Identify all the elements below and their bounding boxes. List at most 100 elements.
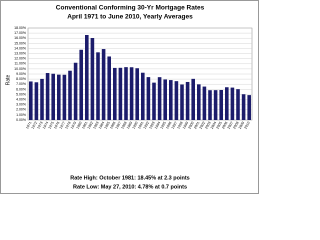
x-tick-label: 1989 bbox=[126, 121, 133, 130]
x-tick-label: 1993 bbox=[148, 121, 155, 130]
bar bbox=[34, 82, 39, 120]
x-tick-label: 1984 bbox=[98, 121, 105, 130]
chart: Conventional Conforming 30-Yr Mortgage R… bbox=[0, 0, 259, 194]
x-tick-label: 1971 bbox=[25, 121, 32, 130]
annotation: Rate Low: May 27, 2010: 4.78% at 0.7 poi… bbox=[73, 184, 187, 190]
bar bbox=[29, 81, 33, 120]
y-tick-label: 11.00% bbox=[14, 62, 26, 66]
x-tick-label: 2000 bbox=[188, 121, 195, 130]
y-tick-label: 17.00% bbox=[14, 31, 26, 35]
y-tick-label: 6.00% bbox=[16, 87, 26, 91]
x-tick-label: 1985 bbox=[104, 121, 111, 130]
bar bbox=[219, 89, 223, 120]
y-tick-label: 7.00% bbox=[16, 82, 26, 86]
y-tick-label: 15.00% bbox=[14, 41, 26, 45]
bar bbox=[40, 78, 44, 120]
y-tick-label: 13.00% bbox=[14, 51, 26, 55]
x-tick-label: 1979 bbox=[70, 121, 77, 130]
x-tick-label: 1990 bbox=[132, 121, 139, 130]
x-tick-label: 2001 bbox=[193, 121, 200, 130]
y-tick-label: 3.00% bbox=[16, 103, 26, 107]
bar bbox=[152, 82, 156, 120]
y-axis-label: Rate bbox=[5, 75, 11, 86]
bar bbox=[85, 35, 89, 120]
bar bbox=[45, 73, 50, 120]
x-tick-label: 2009 bbox=[238, 121, 245, 130]
x-tick-label: 1991 bbox=[137, 121, 144, 130]
bar bbox=[197, 84, 201, 120]
y-tick-label: 2.00% bbox=[16, 108, 26, 112]
bar bbox=[169, 80, 173, 120]
x-tick-label: 2006 bbox=[221, 121, 228, 130]
bar bbox=[141, 72, 145, 120]
bar bbox=[202, 86, 207, 120]
y-tick-label: 8.00% bbox=[16, 77, 26, 81]
bar bbox=[90, 38, 95, 120]
bar bbox=[62, 74, 67, 120]
bar bbox=[241, 94, 246, 120]
y-tick-label: 5.00% bbox=[16, 92, 26, 96]
bar bbox=[124, 67, 128, 120]
x-tick-label: 1972 bbox=[31, 121, 38, 130]
x-tick-label: 1981 bbox=[81, 121, 88, 130]
bar bbox=[101, 49, 106, 120]
x-tick-label: 1975 bbox=[48, 121, 55, 130]
x-tick-label: 2004 bbox=[210, 121, 217, 130]
x-tick-label: 2008 bbox=[232, 121, 239, 130]
y-tick-label: 16.00% bbox=[14, 36, 26, 40]
bar bbox=[146, 77, 151, 120]
bar bbox=[163, 79, 167, 120]
bar bbox=[129, 67, 134, 120]
x-tick-label: 1995 bbox=[160, 121, 167, 130]
x-tick-label: 1978 bbox=[64, 121, 71, 130]
y-tick-label: 18.00% bbox=[14, 26, 26, 30]
y-tick-label: 10.00% bbox=[14, 67, 26, 71]
y-tick-label: 1.00% bbox=[16, 113, 26, 117]
bar bbox=[174, 81, 179, 120]
x-tick-label: 1974 bbox=[42, 121, 49, 130]
x-tick-label: 1997 bbox=[171, 121, 178, 130]
bar bbox=[79, 49, 83, 121]
bar bbox=[247, 95, 251, 120]
bar bbox=[57, 74, 61, 120]
x-tick-label: 1988 bbox=[120, 121, 127, 130]
bar bbox=[230, 87, 235, 120]
x-tick-label: 1986 bbox=[109, 121, 116, 130]
y-tick-label: 14.00% bbox=[14, 46, 26, 50]
bar bbox=[225, 87, 229, 120]
x-tick-label: 2005 bbox=[216, 121, 223, 130]
x-tick-label: 1999 bbox=[182, 121, 189, 130]
x-tick-label: 2007 bbox=[227, 121, 234, 130]
bar bbox=[96, 52, 100, 120]
bar bbox=[236, 89, 240, 120]
y-tick-label: 0.00% bbox=[16, 118, 26, 122]
x-tick-label: 1992 bbox=[143, 121, 150, 130]
bar bbox=[191, 78, 195, 120]
x-tick-label: 1976 bbox=[53, 121, 60, 130]
bar bbox=[113, 67, 117, 120]
y-tick-label: 12.00% bbox=[14, 57, 26, 61]
bar bbox=[68, 70, 72, 120]
bar bbox=[73, 62, 78, 120]
x-tick-label: 2003 bbox=[204, 121, 211, 130]
x-tick-label: 1980 bbox=[76, 121, 83, 130]
y-tick-label: 9.00% bbox=[16, 72, 26, 76]
y-tick-label: 4.00% bbox=[16, 97, 26, 101]
bar bbox=[118, 67, 123, 120]
bar bbox=[213, 90, 218, 120]
annotation: Rate High: October 1981: 18.45% at 2.3 p… bbox=[70, 175, 190, 181]
x-tick-label: 1982 bbox=[87, 121, 94, 130]
x-tick-label: 1996 bbox=[165, 121, 172, 130]
chart-subtitle: April 1971 to June 2010, Yearly Averages bbox=[67, 14, 193, 21]
x-tick-label: 1998 bbox=[176, 121, 183, 130]
bar bbox=[185, 81, 190, 120]
x-tick-label: 1994 bbox=[154, 121, 161, 130]
x-tick-label: 1983 bbox=[92, 121, 99, 130]
chart-title: Conventional Conforming 30-Yr Mortgage R… bbox=[56, 5, 205, 12]
bar bbox=[135, 68, 139, 120]
x-tick-label: 1977 bbox=[59, 121, 66, 130]
x-tick-label: 2002 bbox=[199, 121, 206, 130]
x-tick-label: 1973 bbox=[36, 121, 43, 130]
x-tick-label: 2010 bbox=[244, 121, 251, 130]
bar bbox=[107, 56, 111, 120]
